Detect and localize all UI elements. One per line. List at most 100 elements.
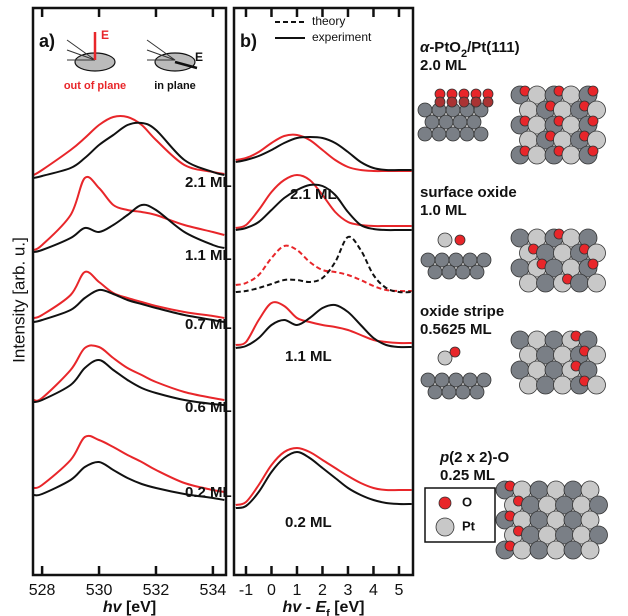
x-axis-label-part: - [301, 599, 315, 616]
structure-title-part: p [439, 449, 449, 466]
structure-title: oxide stripe [420, 303, 504, 320]
atom [588, 274, 606, 292]
atom [588, 259, 598, 269]
atom [418, 103, 432, 117]
structure-coverage: 0.25 ML [440, 467, 495, 484]
panel-label: a) [39, 31, 55, 51]
x-tick-label: 534 [200, 582, 227, 599]
y-axis-label: Intensity [arb. u.] [9, 237, 28, 363]
structure-coverage: 0.5625 ML [420, 321, 492, 338]
atom [446, 127, 460, 141]
atom [562, 146, 580, 164]
trace-label: 0.6 ML [185, 399, 232, 416]
atom [449, 253, 463, 267]
x-tick-label: 0 [267, 582, 276, 599]
atom [439, 497, 451, 509]
atom [447, 97, 457, 107]
x-tick-label: 4 [369, 582, 378, 599]
atom [442, 385, 456, 399]
x-axis-label-part: [eV] [330, 599, 365, 616]
figure: Intensity [arb. u.] 528 530 532 534 hv [eV] a… [0, 0, 628, 616]
atom [442, 265, 456, 279]
x-tick-label: 528 [29, 582, 56, 599]
structure-coverage: 1.0 ML [420, 202, 467, 219]
spectrum-line [236, 237, 412, 293]
x-tick-label: 530 [86, 582, 113, 599]
atom [588, 116, 598, 126]
trace-label: 0.2 ML [185, 484, 232, 501]
x-tick-label: 532 [143, 582, 170, 599]
x-axis-label-part: hv [103, 599, 123, 616]
atom [477, 253, 491, 267]
x-axis-label-part: hv [283, 599, 303, 616]
legend-label: experiment [312, 30, 372, 44]
spectrum-line [34, 272, 225, 318]
atom [463, 253, 477, 267]
spectrum-line [236, 246, 412, 291]
atom [581, 541, 599, 559]
spectrum-line [236, 302, 412, 345]
x-tick-label: 2 [318, 582, 327, 599]
x-tick-label: 5 [395, 582, 404, 599]
atom [428, 385, 442, 399]
atom [470, 265, 484, 279]
atom [439, 115, 453, 129]
atom [564, 541, 582, 559]
atom [453, 115, 467, 129]
atom [456, 265, 470, 279]
trace-label: 0.2 ML [285, 514, 332, 531]
atom [428, 265, 442, 279]
trace-label: 2.1 ML [290, 186, 337, 203]
e-label: E [101, 28, 109, 42]
atom [554, 376, 572, 394]
atom [537, 376, 555, 394]
atom [477, 373, 491, 387]
atom [530, 541, 548, 559]
key-box [425, 488, 495, 542]
spectrum-line [34, 345, 225, 400]
structure-title: p(2 x 2)-O [439, 449, 510, 466]
x-axis-label: hv - Ef [eV] [283, 599, 365, 616]
atom [520, 274, 538, 292]
atom [418, 127, 432, 141]
trace-label: 2.1 ML [185, 174, 232, 191]
atom [547, 541, 565, 559]
x-tick-label: 1 [293, 582, 302, 599]
atom [520, 376, 538, 394]
e-label: E [195, 50, 203, 64]
atom [449, 373, 463, 387]
atom [471, 97, 481, 107]
structure-title: surface oxide [420, 184, 517, 201]
key-label: Pt [462, 518, 476, 533]
page: Intensity [arb. u.] 528 530 532 534 hv [eV] a… [0, 0, 628, 616]
atom [425, 115, 439, 129]
structure-title-part: oxide stripe [420, 303, 504, 320]
structure-title-part: surface oxide [420, 184, 517, 201]
atom [588, 146, 598, 156]
atom [450, 347, 460, 357]
atom [467, 115, 481, 129]
atom [474, 127, 488, 141]
key-label: O [462, 494, 472, 509]
spectrum-line [236, 137, 412, 170]
atom [421, 373, 435, 387]
trace-label: 0.7 ML [185, 316, 232, 333]
atom [459, 97, 469, 107]
atom [432, 127, 446, 141]
atom [470, 385, 484, 399]
atom [435, 373, 449, 387]
atom [537, 274, 555, 292]
panel-label: b) [240, 31, 257, 51]
atom [513, 541, 531, 559]
atom [438, 233, 452, 247]
x-tick-label: -1 [239, 582, 253, 599]
spectrum-line [236, 448, 412, 505]
atom [436, 518, 454, 536]
inset-label: in plane [154, 80, 196, 92]
atom [588, 86, 598, 96]
atom [588, 376, 606, 394]
x-axis-label-part: [eV] [122, 599, 157, 616]
atom [421, 253, 435, 267]
structure-title-part: (2 x 2)-O [449, 449, 509, 466]
trace-label: 1.1 ML [285, 348, 332, 365]
